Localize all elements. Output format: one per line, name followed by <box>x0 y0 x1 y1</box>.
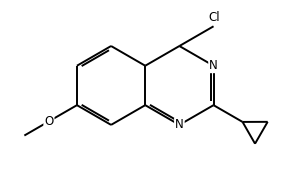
Text: O: O <box>44 115 53 128</box>
Text: N: N <box>209 59 218 72</box>
Text: N: N <box>175 118 184 131</box>
Text: Cl: Cl <box>208 11 220 24</box>
